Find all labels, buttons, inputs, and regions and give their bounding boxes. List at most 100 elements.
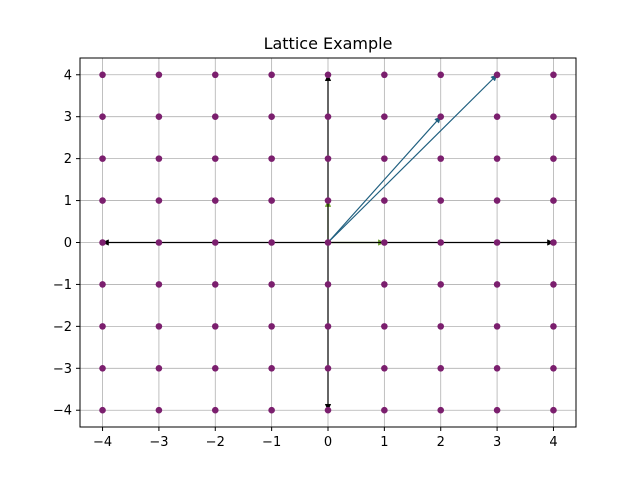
lattice-point: [155, 71, 163, 79]
lattice-point: [381, 113, 388, 121]
lattice-point: [493, 155, 501, 162]
lattice-point: [268, 71, 275, 79]
lattice-point: [268, 197, 275, 204]
lattice-point: [381, 323, 388, 330]
y-tick-label: 0: [64, 236, 72, 251]
lattice-point: [268, 406, 275, 414]
lattice-point: [324, 406, 332, 414]
lattice-point: [99, 364, 106, 372]
lattice-point: [550, 71, 557, 79]
x-tick-label: 3: [493, 435, 501, 450]
lattice-point: [324, 197, 332, 204]
lattice-point: [493, 406, 501, 414]
y-tick-label: −1: [53, 278, 72, 293]
chart-title: Lattice Example: [264, 34, 393, 53]
lattice-point: [211, 323, 219, 330]
x-tick-label: −3: [149, 435, 168, 450]
lattice-point: [268, 364, 275, 372]
lattice-point: [99, 197, 106, 204]
lattice-point: [211, 281, 219, 288]
lattice-point: [550, 239, 557, 246]
x-tick-label: 4: [549, 435, 557, 450]
lattice-point: [99, 113, 106, 121]
lattice-point: [324, 71, 332, 79]
lattice-point: [550, 281, 557, 288]
lattice-point: [211, 239, 219, 246]
lattice-point: [493, 323, 501, 330]
lattice-point: [155, 155, 163, 162]
lattice-point: [155, 113, 163, 121]
x-tick-label: 2: [437, 435, 445, 450]
y-tick-label: 3: [64, 110, 72, 125]
lattice-point: [268, 239, 275, 246]
lattice-point: [155, 197, 163, 204]
lattice-point: [99, 323, 106, 330]
lattice-point: [493, 281, 501, 288]
lattice-point: [324, 281, 332, 288]
lattice-point: [493, 364, 501, 372]
lattice-point: [268, 113, 275, 121]
lattice-point: [437, 323, 445, 330]
y-tick-label: −2: [53, 320, 72, 335]
lattice-point: [550, 155, 557, 162]
lattice-point: [550, 113, 557, 121]
lattice-point: [381, 239, 388, 246]
lattice-point: [99, 406, 106, 414]
x-tick-label: −2: [206, 435, 225, 450]
lattice-point: [324, 113, 332, 121]
lattice-point: [155, 364, 163, 372]
y-axis-ticks: −4 −3 −2 −1 0 1 2 3 4: [53, 68, 80, 419]
lattice-point: [550, 323, 557, 330]
lattice-points: [99, 71, 557, 414]
lattice-point: [381, 155, 388, 162]
lattice-point: [211, 71, 219, 79]
lattice-point: [493, 197, 501, 204]
lattice-point: [268, 281, 275, 288]
lattice-point: [324, 239, 332, 246]
lattice-point: [211, 155, 219, 162]
lattice-point: [437, 113, 445, 121]
lattice-point: [493, 113, 501, 121]
lattice-point: [381, 406, 388, 414]
x-tick-label: −1: [262, 435, 281, 450]
lattice-point: [155, 406, 163, 414]
y-tick-label: 1: [64, 194, 72, 209]
lattice-point: [268, 323, 275, 330]
lattice-point: [437, 197, 445, 204]
lattice-point: [99, 71, 106, 79]
lattice-point: [381, 197, 388, 204]
lattice-point: [211, 113, 219, 121]
y-tick-label: 2: [64, 152, 72, 167]
lattice-point: [381, 281, 388, 288]
lattice-point: [268, 155, 275, 162]
lattice-point: [155, 239, 163, 246]
x-tick-label: 1: [380, 435, 388, 450]
lattice-point: [437, 364, 445, 372]
lattice-point: [437, 155, 445, 162]
lattice-point: [211, 197, 219, 204]
lattice-point: [99, 239, 106, 246]
lattice-point: [550, 406, 557, 414]
lattice-point: [437, 239, 445, 246]
x-axis-ticks: −4 −3 −2 −1 0 1 2 3 4: [93, 427, 558, 450]
lattice-point: [437, 406, 445, 414]
lattice-point: [324, 155, 332, 162]
lattice-point: [437, 71, 445, 79]
lattice-point: [381, 364, 388, 372]
lattice-point: [155, 323, 163, 330]
x-tick-label: 0: [324, 435, 332, 450]
lattice-point: [211, 406, 219, 414]
lattice-point: [99, 281, 106, 288]
x-tick-label: −4: [93, 435, 112, 450]
lattice-point: [99, 155, 106, 162]
lattice-point: [493, 71, 501, 79]
lattice-point: [550, 364, 557, 372]
lattice-point: [493, 239, 501, 246]
y-tick-label: 4: [64, 68, 72, 83]
y-tick-label: −3: [53, 362, 72, 377]
lattice-point: [155, 281, 163, 288]
lattice-point: [437, 281, 445, 288]
lattice-point: [324, 323, 332, 330]
lattice-point: [381, 71, 388, 79]
